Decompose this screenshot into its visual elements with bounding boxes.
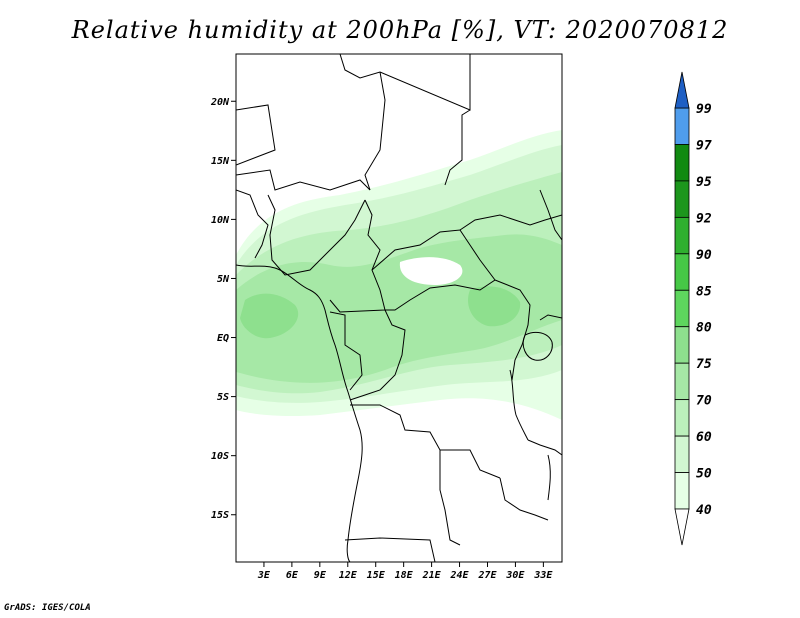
border-tanzania bbox=[527, 439, 562, 456]
lon-tick-label: 3E bbox=[257, 570, 271, 581]
humidity-field bbox=[236, 54, 562, 562]
colorbar-label: 95 bbox=[696, 175, 712, 190]
colorbar-label: 97 bbox=[696, 138, 712, 153]
colorbar-label: 80 bbox=[696, 321, 712, 336]
lon-tick-label: 12E bbox=[339, 570, 358, 581]
colorbar-swatch bbox=[674, 107, 690, 145]
lon-tick-label: 9E bbox=[314, 570, 327, 581]
colorbar-label: 90 bbox=[696, 248, 712, 263]
border-angola-drc bbox=[350, 404, 501, 479]
dry-patch-central bbox=[399, 257, 463, 285]
lon-tick-label: 21E bbox=[422, 570, 442, 581]
chart-title: Relative humidity at 200hPa [%], VT: 202… bbox=[71, 16, 729, 44]
lat-tick-label: 15S bbox=[211, 510, 229, 521]
lake-victoria bbox=[522, 331, 553, 361]
colorbar-swatch bbox=[674, 326, 690, 364]
lon-tick-label: 27E bbox=[477, 570, 497, 581]
lon-tick-label: 24E bbox=[450, 570, 470, 581]
lon-tick-label: 15E bbox=[367, 570, 386, 581]
colorbar-swatch bbox=[674, 399, 690, 437]
border-libya-chad bbox=[339, 54, 471, 111]
colorbar-swatch bbox=[674, 289, 690, 328]
lat-tick-label: 10S bbox=[211, 451, 229, 462]
lon-tick-label: 6E bbox=[286, 570, 299, 581]
humidity-patch-75a bbox=[240, 293, 299, 339]
footer-credit: GrADS: IGES/COLA bbox=[4, 603, 91, 613]
border-gabon bbox=[329, 311, 363, 391]
colorbar-bottom-arrow bbox=[674, 508, 690, 546]
coastline-west bbox=[236, 264, 363, 562]
colorbar-top-arrow bbox=[674, 71, 690, 109]
boundaries bbox=[236, 54, 562, 562]
lat-ticks: 20N 15N 10N 5N EQ 5S 10S 15S bbox=[210, 97, 236, 521]
colorbar: 99 97 95 92 90 85 80 75 70 60 50 40 bbox=[674, 71, 712, 546]
border-drc-east bbox=[494, 279, 531, 381]
dry-patch-sahel bbox=[236, 54, 562, 250]
colorbar-swatch bbox=[674, 435, 690, 473]
humidity-band-70 bbox=[236, 234, 562, 383]
border-congo-drc bbox=[349, 309, 406, 401]
border-egypt-sudan bbox=[444, 109, 471, 186]
humidity-patch-75b bbox=[468, 286, 521, 327]
lat-tick-label: 10N bbox=[211, 215, 230, 226]
colorbar-label: 75 bbox=[696, 357, 712, 372]
colorbar-swatch bbox=[674, 216, 690, 255]
colorbar-label: 60 bbox=[696, 430, 712, 445]
border-angola-zambia bbox=[439, 450, 461, 546]
map-frame bbox=[235, 53, 563, 563]
colorbar-label: 70 bbox=[696, 394, 712, 409]
colorbar-label: 99 bbox=[696, 102, 712, 117]
lat-tick-label: 20N bbox=[210, 97, 230, 108]
border-ethiopia bbox=[539, 189, 562, 241]
lake-malawi bbox=[547, 454, 551, 501]
colorbar-label: 85 bbox=[696, 284, 712, 299]
border-zambia-east bbox=[499, 477, 549, 521]
border-kenya-uganda bbox=[539, 314, 562, 321]
colorbar-swatch bbox=[674, 472, 690, 510]
border-south-sudan bbox=[459, 214, 562, 231]
border-car bbox=[371, 229, 496, 311]
colorbar-label: 92 bbox=[696, 211, 712, 226]
border-chad-sudan bbox=[364, 71, 386, 191]
lat-tick-label: 15N bbox=[211, 156, 230, 167]
lon-tick-label: 33E bbox=[533, 570, 553, 581]
lat-tick-label: 5S bbox=[217, 392, 229, 403]
dry-patch-south bbox=[236, 401, 562, 562]
colorbar-label: 50 bbox=[696, 467, 712, 482]
border-nigeria bbox=[267, 194, 366, 276]
colorbar-swatch bbox=[674, 144, 690, 182]
colorbar-swatch bbox=[674, 180, 690, 218]
border-algeria-niger bbox=[236, 104, 276, 166]
border-westafrica bbox=[236, 189, 269, 259]
border-namibia bbox=[344, 537, 436, 562]
lon-tick-label: 18E bbox=[395, 570, 414, 581]
colorbar-label: 40 bbox=[696, 503, 712, 518]
lat-tick-label: EQ bbox=[217, 333, 229, 344]
lat-tick-label: 5N bbox=[217, 274, 230, 285]
lake-tanganyika bbox=[509, 369, 529, 441]
lon-ticks: 3E 6E 9E 12E 15E 18E 21E 24E 27E 30E 33E bbox=[257, 562, 553, 581]
lon-tick-label: 30E bbox=[505, 570, 525, 581]
border-niger bbox=[236, 169, 371, 191]
colorbar-swatch bbox=[674, 362, 690, 401]
colorbar-swatch bbox=[674, 253, 690, 291]
